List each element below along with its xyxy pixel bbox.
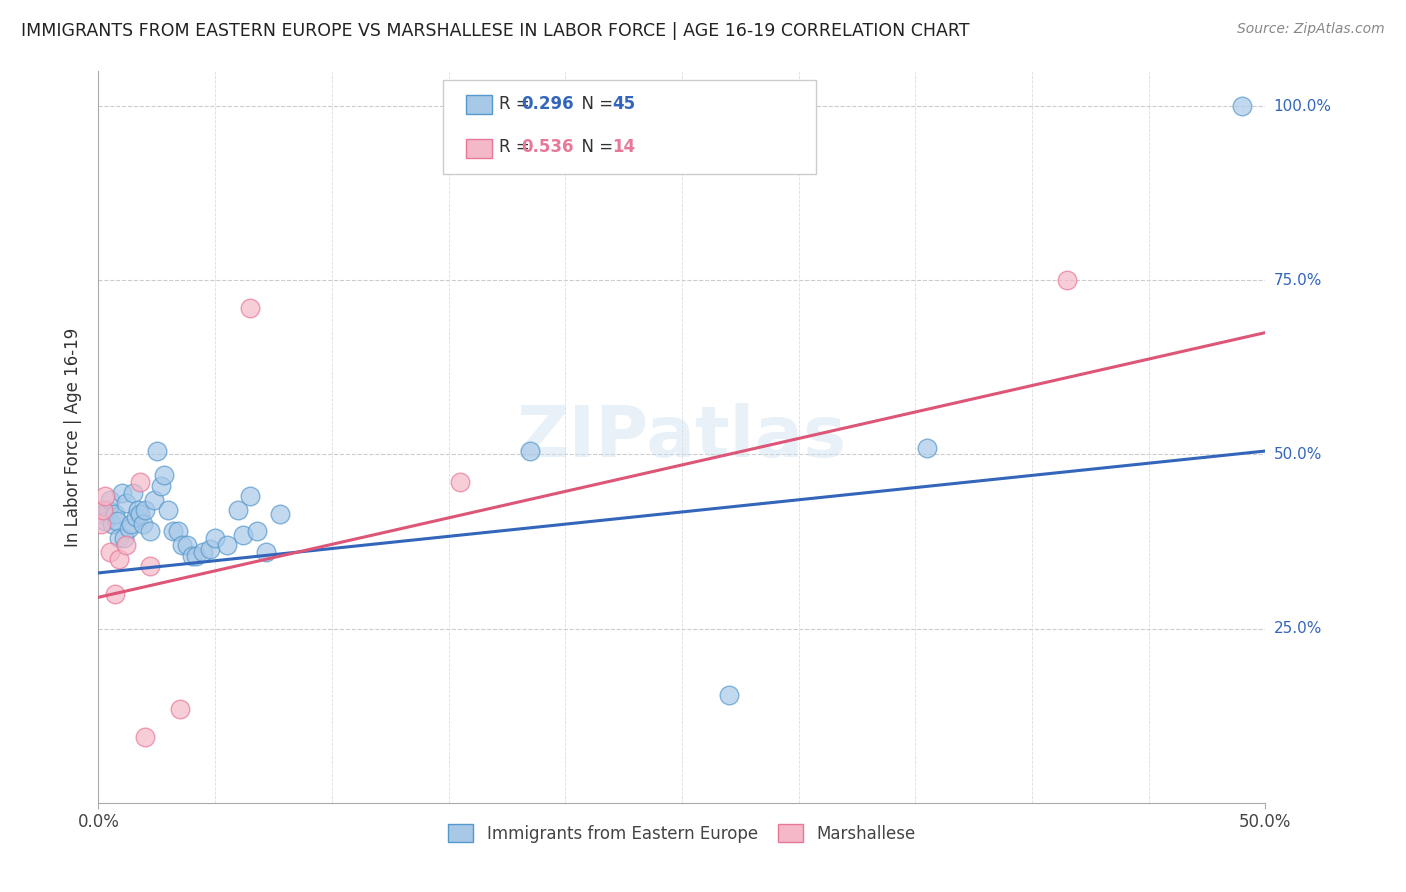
- Point: [449, 475, 471, 490]
- Point: [101, 517, 124, 532]
- Point: [269, 507, 291, 521]
- Point: [915, 441, 938, 455]
- Point: [132, 517, 155, 532]
- Point: [108, 531, 131, 545]
- Point: [150, 479, 173, 493]
- Text: 75.0%: 75.0%: [1274, 273, 1322, 288]
- Point: [176, 538, 198, 552]
- Text: 45: 45: [612, 95, 636, 112]
- Point: [98, 545, 121, 559]
- Point: [90, 517, 112, 532]
- Point: [1056, 273, 1078, 287]
- Text: 100.0%: 100.0%: [1274, 99, 1331, 113]
- Point: [120, 517, 142, 532]
- FancyBboxPatch shape: [465, 138, 492, 158]
- Text: 25.0%: 25.0%: [1274, 621, 1322, 636]
- Point: [239, 489, 262, 503]
- Point: [134, 730, 156, 744]
- Point: [228, 503, 250, 517]
- Point: [129, 507, 152, 521]
- Text: R =: R =: [499, 95, 534, 112]
- Point: [118, 521, 141, 535]
- Text: N =: N =: [571, 138, 619, 156]
- Point: [97, 503, 120, 517]
- Point: [94, 514, 117, 528]
- Point: [139, 524, 162, 538]
- Point: [180, 549, 202, 563]
- Text: 14: 14: [612, 138, 636, 156]
- Point: [256, 545, 278, 559]
- Point: [139, 558, 162, 573]
- Point: [104, 587, 127, 601]
- Point: [115, 496, 138, 510]
- Point: [232, 527, 254, 541]
- Point: [129, 475, 152, 490]
- Point: [200, 541, 222, 556]
- Point: [193, 545, 215, 559]
- Point: [112, 531, 135, 545]
- FancyBboxPatch shape: [443, 80, 815, 174]
- Point: [157, 503, 180, 517]
- Text: 0.296: 0.296: [520, 95, 574, 112]
- Text: ZIPatlas: ZIPatlas: [517, 402, 846, 472]
- Point: [246, 524, 269, 538]
- FancyBboxPatch shape: [465, 95, 492, 114]
- Point: [186, 549, 208, 563]
- Point: [519, 444, 541, 458]
- Point: [105, 514, 128, 528]
- Point: [115, 538, 138, 552]
- Text: R =: R =: [499, 138, 534, 156]
- Point: [143, 492, 166, 507]
- Point: [239, 301, 262, 316]
- Point: [166, 524, 188, 538]
- Text: IMMIGRANTS FROM EASTERN EUROPE VS MARSHALLESE IN LABOR FORCE | AGE 16-19 CORRELA: IMMIGRANTS FROM EASTERN EUROPE VS MARSHA…: [21, 22, 970, 40]
- Text: 50.0%: 50.0%: [1274, 447, 1322, 462]
- Text: 0.536: 0.536: [520, 138, 574, 156]
- Point: [125, 510, 148, 524]
- Point: [146, 444, 169, 458]
- Point: [91, 503, 114, 517]
- Point: [134, 503, 156, 517]
- Point: [111, 485, 134, 500]
- Point: [108, 552, 131, 566]
- Point: [172, 538, 194, 552]
- Point: [162, 524, 184, 538]
- Text: Source: ZipAtlas.com: Source: ZipAtlas.com: [1237, 22, 1385, 37]
- Text: N =: N =: [571, 95, 619, 112]
- Point: [215, 538, 238, 552]
- Point: [169, 702, 191, 716]
- Y-axis label: In Labor Force | Age 16-19: In Labor Force | Age 16-19: [65, 327, 83, 547]
- Point: [91, 507, 114, 521]
- Point: [104, 507, 127, 521]
- Point: [122, 485, 145, 500]
- Point: [127, 503, 149, 517]
- Point: [94, 489, 117, 503]
- Point: [1230, 99, 1253, 113]
- Point: [98, 492, 121, 507]
- Legend: Immigrants from Eastern Europe, Marshallese: Immigrants from Eastern Europe, Marshall…: [441, 818, 922, 849]
- Point: [717, 688, 740, 702]
- Point: [152, 468, 174, 483]
- Point: [204, 531, 226, 545]
